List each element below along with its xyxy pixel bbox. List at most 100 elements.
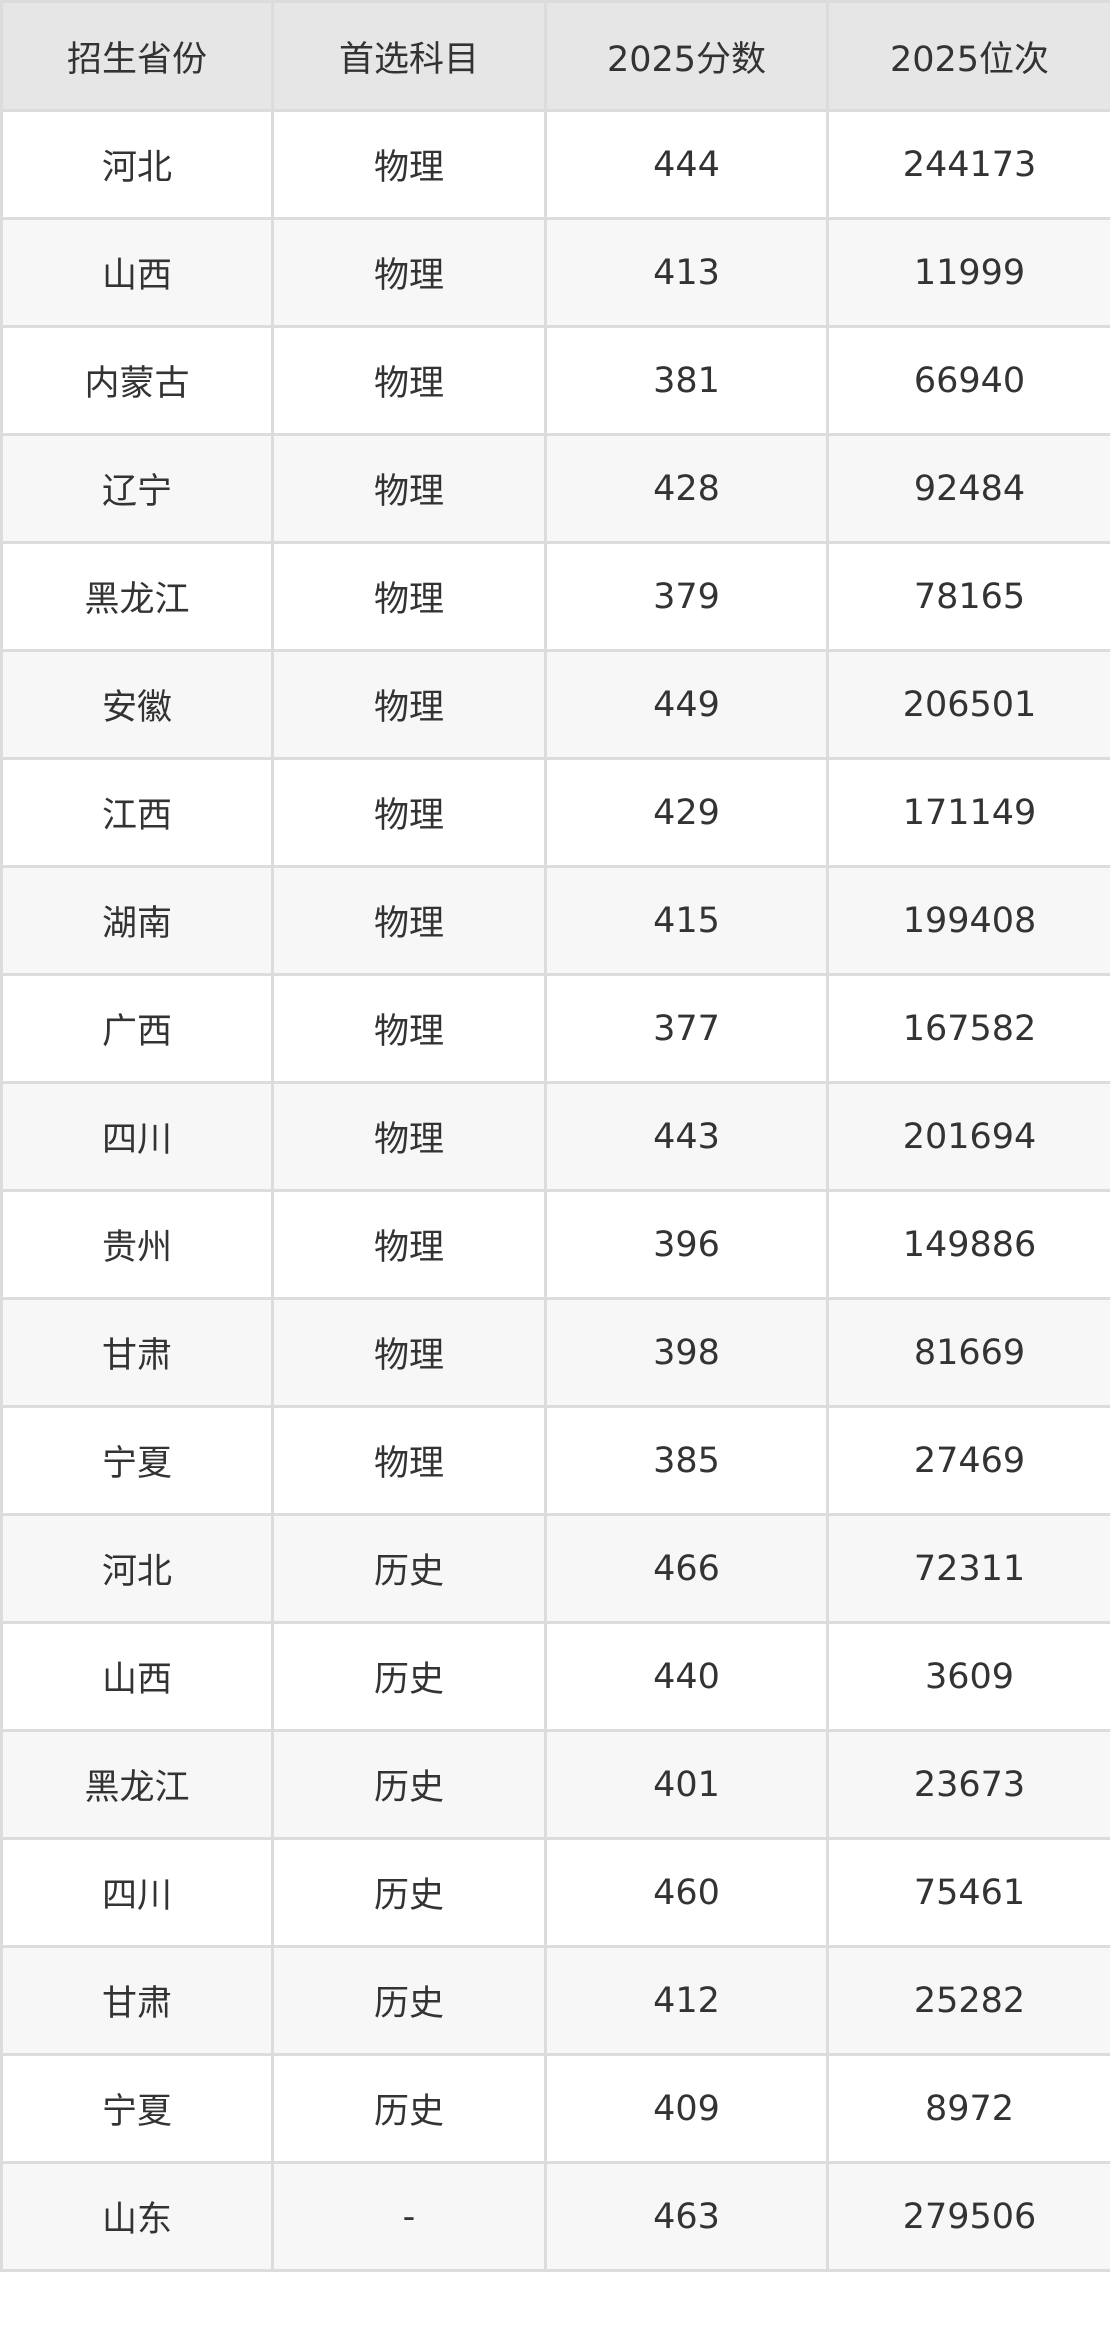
cell-rank: 27469	[826, 1405, 1110, 1516]
cell-score: 412	[544, 1945, 829, 2056]
cell-subject: 物理	[271, 217, 547, 328]
cell-subject: 物理	[271, 649, 547, 760]
cell-score: 381	[544, 325, 829, 436]
cell-score: 443	[544, 1081, 829, 1192]
cell-province: 广西	[0, 973, 274, 1084]
table-row: 内蒙古 物理 381 66940	[0, 325, 1110, 436]
cell-province: 黑龙江	[0, 1729, 274, 1840]
cell-rank: 23673	[826, 1729, 1110, 1840]
cell-province: 四川	[0, 1837, 274, 1948]
table-row: 甘肃 物理 398 81669	[0, 1297, 1110, 1408]
header-rank: 2025位次	[826, 0, 1110, 112]
table-row: 贵州 物理 396 149886	[0, 1189, 1110, 1300]
cell-subject: 物理	[271, 109, 547, 220]
cell-score: 429	[544, 757, 829, 868]
table-row: 湖南 物理 415 199408	[0, 865, 1110, 976]
cell-province: 内蒙古	[0, 325, 274, 436]
cell-rank: 66940	[826, 325, 1110, 436]
cell-rank: 78165	[826, 541, 1110, 652]
cell-subject: 物理	[271, 973, 547, 1084]
table-row: 黑龙江 物理 379 78165	[0, 541, 1110, 652]
cell-rank: 25282	[826, 1945, 1110, 2056]
cell-score: 463	[544, 2161, 829, 2272]
table-row: 江西 物理 429 171149	[0, 757, 1110, 868]
cell-rank: 8972	[826, 2053, 1110, 2164]
cell-rank: 149886	[826, 1189, 1110, 1300]
cell-score: 460	[544, 1837, 829, 1948]
cell-subject: 历史	[271, 1513, 547, 1624]
cell-province: 四川	[0, 1081, 274, 1192]
cell-subject: 物理	[271, 433, 547, 544]
header-subject: 首选科目	[271, 0, 547, 112]
cell-subject: 历史	[271, 1945, 547, 2056]
table-row: 山西 物理 413 11999	[0, 217, 1110, 328]
cell-score: 398	[544, 1297, 829, 1408]
table-row: 河北 物理 444 244173	[0, 109, 1110, 220]
cell-province: 黑龙江	[0, 541, 274, 652]
cell-score: 377	[544, 973, 829, 1084]
cell-province: 贵州	[0, 1189, 274, 1300]
cell-score: 449	[544, 649, 829, 760]
cell-rank: 72311	[826, 1513, 1110, 1624]
cell-score: 401	[544, 1729, 829, 1840]
cell-rank: 3609	[826, 1621, 1110, 1732]
cell-province: 山东	[0, 2161, 274, 2272]
cell-subject: 物理	[271, 757, 547, 868]
cell-province: 湖南	[0, 865, 274, 976]
cell-score: 409	[544, 2053, 829, 2164]
score-table: 招生省份 首选科目 2025分数 2025位次 河北 物理 444 244173 山西物…	[0, 0, 1110, 2272]
table-row: 黑龙江 历史 401 23673	[0, 1729, 1110, 1840]
cell-subject: 物理	[271, 1297, 547, 1408]
cell-score: 444	[544, 109, 829, 220]
cell-score: 379	[544, 541, 829, 652]
cell-province: 甘肃	[0, 1945, 274, 2056]
cell-subject: 物理	[271, 1189, 547, 1300]
cell-province: 甘肃	[0, 1297, 274, 1408]
cell-subject: 历史	[271, 1729, 547, 1840]
cell-subject: 物理	[271, 1081, 547, 1192]
cell-score: 466	[544, 1513, 829, 1624]
cell-province: 河北	[0, 1513, 274, 1624]
cell-subject: 物理	[271, 1405, 547, 1516]
table-header-row: 招生省份 首选科目 2025分数 2025位次	[0, 0, 1110, 112]
table-row: 宁夏 历史 409 8972	[0, 2053, 1110, 2164]
cell-rank: 199408	[826, 865, 1110, 976]
table-row: 宁夏 物理 385 27469	[0, 1405, 1110, 1516]
cell-rank: 171149	[826, 757, 1110, 868]
cell-subject: 物理	[271, 865, 547, 976]
table-row: 山西 历史 440 3609	[0, 1621, 1110, 1732]
table-row: 辽宁 物理 428 92484	[0, 433, 1110, 544]
cell-rank: 244173	[826, 109, 1110, 220]
cell-score: 385	[544, 1405, 829, 1516]
cell-rank: 75461	[826, 1837, 1110, 1948]
cell-score: 440	[544, 1621, 829, 1732]
table-row: 山东 -463 279506	[0, 2161, 1110, 2272]
cell-province: 山西	[0, 1621, 274, 1732]
cell-rank: 201694	[826, 1081, 1110, 1192]
table-row: 甘肃 历史 412 25282	[0, 1945, 1110, 2056]
cell-province: 安徽	[0, 649, 274, 760]
cell-province: 河北	[0, 109, 274, 220]
cell-score: 396	[544, 1189, 829, 1300]
cell-subject: 历史	[271, 2053, 547, 2164]
cell-rank: 279506	[826, 2161, 1110, 2272]
header-province: 招生省份	[0, 0, 274, 112]
cell-rank: 81669	[826, 1297, 1110, 1408]
cell-province: 江西	[0, 757, 274, 868]
cell-province: 宁夏	[0, 2053, 274, 2164]
cell-score: 428	[544, 433, 829, 544]
cell-province: 宁夏	[0, 1405, 274, 1516]
header-score: 2025分数	[544, 0, 829, 112]
cell-province: 山西	[0, 217, 274, 328]
cell-rank: 11999	[826, 217, 1110, 328]
cell-score: 413	[544, 217, 829, 328]
cell-score: 415	[544, 865, 829, 976]
table-row: 四川 历史 460 75461	[0, 1837, 1110, 1948]
cell-rank: 206501	[826, 649, 1110, 760]
cell-subject: 物理	[271, 325, 547, 436]
cell-rank: 92484	[826, 433, 1110, 544]
cell-province: 辽宁	[0, 433, 274, 544]
cell-subject: 历史	[271, 1621, 547, 1732]
cell-subject: -	[271, 2161, 547, 2272]
table-row: 安徽 物理 449 206501	[0, 649, 1110, 760]
